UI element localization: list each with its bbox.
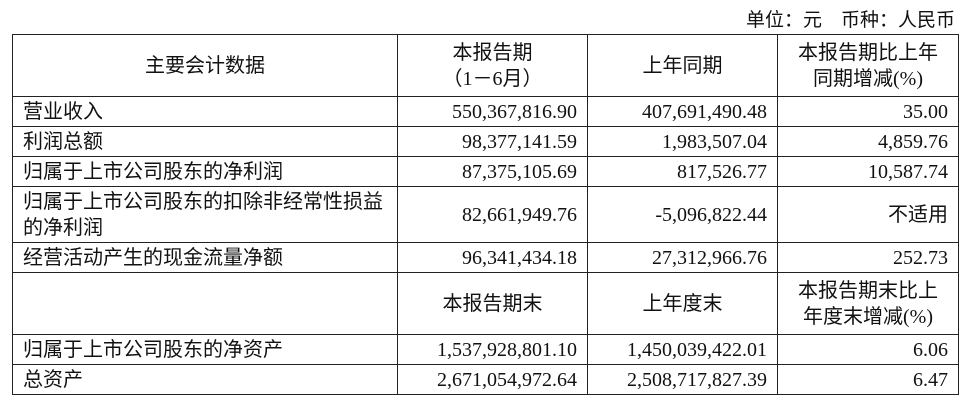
- header-row: 主要会计数据 本报告期 （1－6月） 上年同期 本报告期比上年 同期增减(%): [12, 34, 959, 97]
- header-cell: 本报告期末比上 年度末增减(%): [777, 272, 959, 335]
- value-cell: 82,661,949.76: [397, 186, 588, 243]
- value-cell: 4,859.76: [777, 126, 959, 157]
- row-label: 总资产: [12, 364, 398, 395]
- header-row-2: 本报告期末 上年度末 本报告期末比上 年度末增减(%): [12, 272, 959, 335]
- table-row: 总资产 2,671,054,972.64 2,508,717,827.39 6.47: [12, 364, 959, 395]
- table-row: 归属于上市公司股东的净利润 87,375,105.69 817,526.77 10,5…: [12, 156, 959, 187]
- header-cell: 本报告期末: [397, 272, 588, 335]
- table-row: 经营活动产生的现金流量净额 96,341,434.18 27,312,966.76 2…: [12, 242, 959, 273]
- table-row: 归属于上市公司股东的扣除非经常性损益的净利润 82,661,949.76 -5,09…: [12, 186, 959, 243]
- value-cell: 1,537,928,801.10: [397, 334, 588, 365]
- row-label: 利润总额: [12, 126, 398, 157]
- value-cell: 96,341,434.18: [397, 242, 588, 273]
- value-cell: 252.73: [777, 242, 959, 273]
- value-cell: 6.06: [777, 334, 959, 365]
- table-row: 归属于上市公司股东的净资产 1,537,928,801.10 1,450,039,4…: [12, 334, 959, 365]
- row-label: 归属于上市公司股东的净资产: [12, 334, 398, 365]
- value-cell: 2,671,054,972.64: [397, 364, 588, 395]
- value-cell: 不适用: [777, 186, 959, 243]
- row-label: 归属于上市公司股东的净利润: [12, 156, 398, 187]
- value-cell: 1,983,507.04: [587, 126, 778, 157]
- value-cell: 1,450,039,422.01: [587, 334, 778, 365]
- row-label: 经营活动产生的现金流量净额: [12, 242, 398, 273]
- value-cell: 407,691,490.48: [587, 96, 778, 127]
- row-label: 营业收入: [12, 96, 398, 127]
- value-cell: 6.47: [777, 364, 959, 395]
- value-cell: 10,587.74: [777, 156, 959, 187]
- header-cell: 本报告期比上年 同期增减(%): [777, 34, 959, 97]
- header-cell: [12, 272, 398, 335]
- value-cell: 27,312,966.76: [587, 242, 778, 273]
- value-cell: 817,526.77: [587, 156, 778, 187]
- unit-note: 单位：元 币种：人民币: [745, 10, 955, 31]
- value-cell: 35.00: [777, 96, 959, 127]
- table-row: 利润总额 98,377,141.59 1,983,507.04 4,859.76: [12, 126, 959, 157]
- header-cell: 主要会计数据: [12, 34, 398, 97]
- header-cell: 上年同期: [587, 34, 778, 97]
- row-label: 归属于上市公司股东的扣除非经常性损益的净利润: [12, 186, 398, 243]
- header-cell: 上年度末: [587, 272, 778, 335]
- value-cell: 98,377,141.59: [397, 126, 588, 157]
- value-cell: 87,375,105.69: [397, 156, 588, 187]
- value-cell: 550,367,816.90: [397, 96, 588, 127]
- table-row: 营业收入 550,367,816.90 407,691,490.48 35.00: [12, 96, 959, 127]
- accounting-data-table: 主要会计数据 本报告期 （1－6月） 上年同期 本报告期比上年 同期增减(%) 营业收入…: [12, 34, 959, 395]
- header-cell: 本报告期 （1－6月）: [397, 34, 588, 97]
- value-cell: 2,508,717,827.39: [587, 364, 778, 395]
- value-cell: -5,096,822.44: [587, 186, 778, 243]
